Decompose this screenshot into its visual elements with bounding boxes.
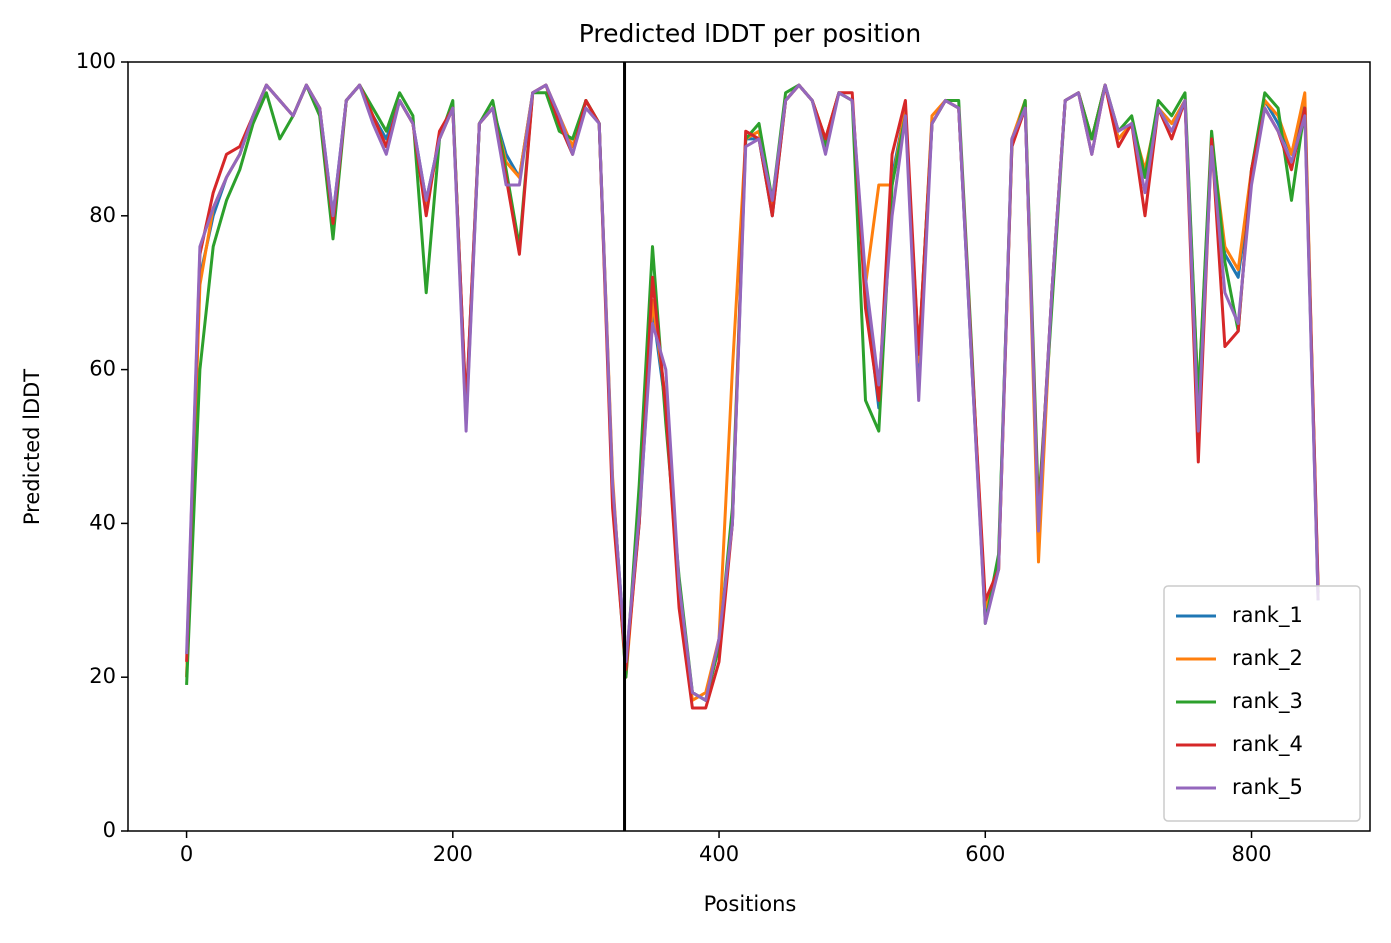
series-line bbox=[185, 83, 1320, 702]
y-tick-label: 0 bbox=[103, 818, 116, 842]
y-tick-label: 100 bbox=[76, 49, 116, 73]
x-tick-label: 400 bbox=[699, 842, 739, 866]
series-line bbox=[185, 83, 1320, 702]
y-tick-label: 40 bbox=[89, 510, 116, 534]
y-tick-label: 60 bbox=[89, 357, 116, 381]
y-axis-label: Predicted lDDT bbox=[20, 369, 44, 525]
x-tick-label: 0 bbox=[180, 842, 193, 866]
legend-label: rank_1 bbox=[1232, 603, 1303, 628]
y-tick-label: 20 bbox=[89, 664, 116, 688]
x-tick-label: 800 bbox=[1231, 842, 1271, 866]
legend-label: rank_5 bbox=[1232, 775, 1303, 800]
legend-label: rank_4 bbox=[1232, 732, 1303, 757]
x-axis-label: Positions bbox=[704, 892, 797, 916]
legend-label: rank_3 bbox=[1232, 689, 1303, 714]
series-line bbox=[185, 83, 1320, 710]
plot-frame bbox=[127, 61, 1371, 832]
x-tick-label: 200 bbox=[433, 842, 473, 866]
legend-box bbox=[1163, 585, 1361, 822]
chart-title: Predicted lDDT per position bbox=[579, 19, 921, 48]
x-tick-label: 600 bbox=[965, 842, 1005, 866]
y-tick-label: 80 bbox=[89, 203, 116, 227]
legend-label: rank_2 bbox=[1232, 646, 1303, 671]
